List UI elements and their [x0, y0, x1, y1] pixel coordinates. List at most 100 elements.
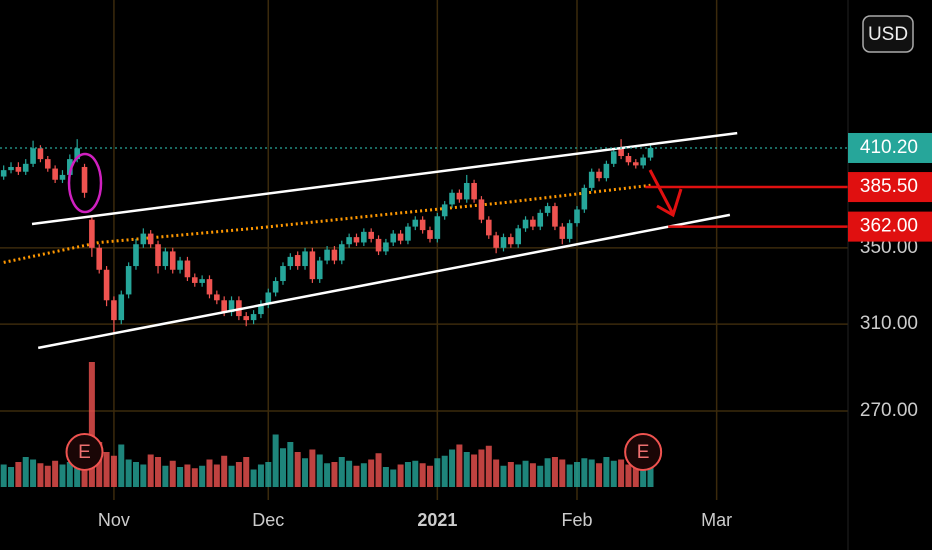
candle-body — [412, 219, 419, 227]
candle-body — [618, 148, 624, 157]
volume-bar — [551, 457, 558, 487]
candle-body — [287, 256, 294, 267]
volume-bar — [331, 462, 338, 487]
candle-body — [140, 233, 147, 245]
candle-body — [405, 226, 411, 241]
candle-body — [463, 182, 470, 200]
candle-body — [67, 159, 73, 175]
highlight-ellipse — [67, 152, 103, 214]
volume-bar — [74, 458, 81, 487]
price-tag — [848, 211, 932, 242]
volume-bar — [257, 464, 264, 487]
y-tick-label: 270.00 — [860, 400, 918, 421]
volume-bar — [96, 442, 103, 487]
volume-bar — [132, 462, 139, 487]
event-marker — [65, 433, 104, 471]
candle-body — [361, 231, 367, 243]
price-tag-label: 362.00 — [860, 216, 918, 237]
candle-body — [574, 209, 580, 224]
volume-bar — [147, 454, 154, 487]
volume-bar — [390, 469, 397, 487]
volume-bar — [529, 463, 536, 487]
volume-bar — [272, 434, 279, 487]
candle-body — [610, 151, 617, 164]
x-tick-label: Dec — [252, 510, 284, 530]
candle-body — [74, 148, 80, 160]
candle-body — [206, 279, 213, 295]
candle-body — [647, 147, 654, 158]
volume-bar — [426, 465, 433, 487]
volume-bar — [610, 460, 617, 487]
candle-body — [324, 249, 330, 261]
candle-body — [397, 233, 404, 241]
volume-bar — [279, 448, 286, 487]
volume-bar — [66, 462, 73, 487]
candle-body — [103, 269, 110, 301]
candle-body — [22, 163, 29, 172]
candle-body — [250, 314, 257, 321]
volume-bar — [59, 464, 66, 487]
volume-bar — [463, 452, 470, 487]
candle-body — [30, 148, 36, 164]
candle-body — [0, 170, 7, 177]
volume-bar — [603, 457, 610, 487]
volume-bar — [110, 455, 117, 487]
volume-bar — [419, 463, 426, 487]
volume-bar — [456, 444, 463, 487]
candle-body — [280, 266, 286, 282]
volume-bar — [375, 453, 382, 487]
price-axis: 270.00 310.00 350.00 410.20 385.50 362.00 — [848, 132, 932, 421]
volume-bar — [507, 462, 514, 487]
price-tag-label: 385.50 — [860, 176, 918, 197]
candle-body — [52, 168, 58, 180]
candle-body — [302, 251, 308, 267]
candle-body — [485, 219, 492, 236]
volume-bar — [382, 467, 389, 487]
trend-line — [37, 213, 731, 350]
candle-body — [228, 300, 235, 313]
volume-bar — [566, 464, 573, 487]
volume-bar — [493, 459, 500, 487]
volume-bar — [228, 465, 235, 487]
currency-label[interactable]: USD — [868, 24, 908, 45]
candle-body — [537, 212, 544, 227]
volume-bar — [118, 444, 125, 487]
volume-bar — [243, 457, 250, 487]
price-tag — [848, 172, 932, 203]
volume-bar — [177, 467, 184, 487]
volume-bar — [22, 457, 29, 487]
candle-body — [478, 199, 485, 220]
volume-bar — [478, 449, 485, 487]
candle-body — [603, 163, 610, 179]
candle-body — [118, 294, 125, 321]
candle-body — [588, 171, 595, 188]
candle-body — [456, 192, 463, 200]
volume-bar — [44, 465, 51, 487]
volume-bar — [404, 462, 411, 487]
event-label: E — [637, 442, 650, 463]
candle-body — [434, 216, 441, 239]
candle-body — [177, 260, 183, 270]
candle-body — [214, 294, 220, 301]
arrow — [648, 169, 683, 218]
volume-bar — [573, 462, 580, 487]
y-tick-label: 350.00 — [860, 237, 918, 258]
currency-button[interactable] — [862, 15, 914, 53]
event-marker — [624, 433, 663, 471]
price-tag-label: 410.20 — [860, 137, 918, 158]
candle-body — [8, 166, 14, 171]
volume-bar — [338, 457, 345, 487]
volume-bar — [103, 452, 110, 487]
candle-body — [419, 219, 426, 231]
candle-body — [500, 237, 507, 248]
volume-bar — [294, 452, 301, 487]
candle-body — [243, 316, 250, 321]
candle-body — [427, 230, 433, 239]
candle-body — [515, 228, 521, 245]
candle-body — [59, 174, 66, 180]
volume-bar — [8, 467, 15, 487]
volume-bar — [640, 463, 647, 487]
